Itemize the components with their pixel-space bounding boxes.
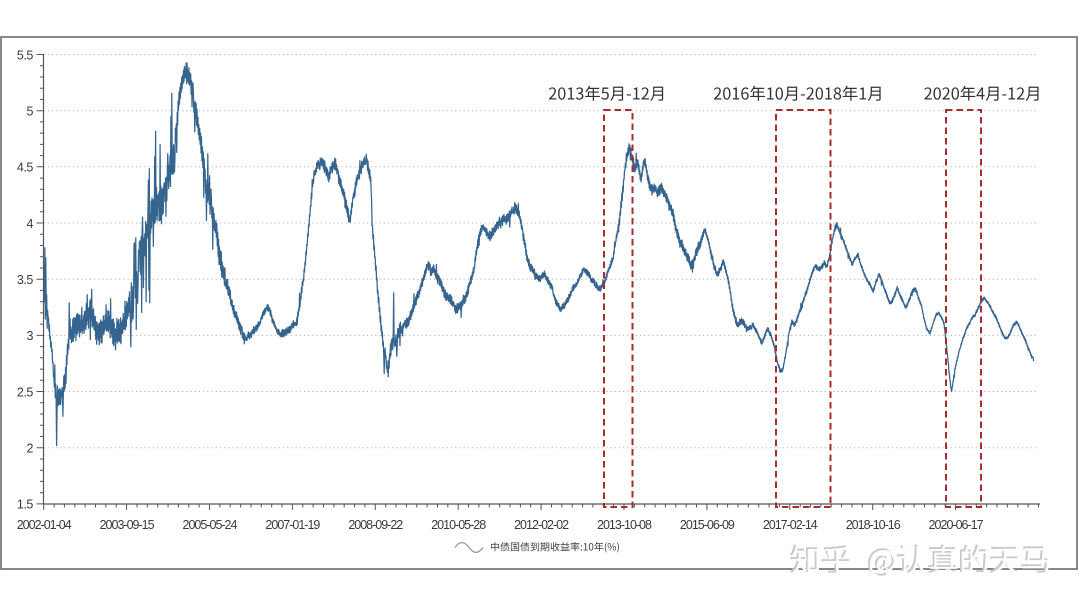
svg-text:3: 3 xyxy=(26,329,33,343)
svg-text:2008-09-22: 2008-09-22 xyxy=(348,518,403,532)
svg-text:2012-02-02: 2012-02-02 xyxy=(514,518,569,532)
svg-text:2020-06-17: 2020-06-17 xyxy=(929,518,984,532)
svg-text:2017-02-14: 2017-02-14 xyxy=(763,518,818,532)
svg-text:2003-09-15: 2003-09-15 xyxy=(100,518,155,532)
svg-text:2005-05-24: 2005-05-24 xyxy=(183,518,238,532)
svg-text:2007-01-19: 2007-01-19 xyxy=(265,518,320,532)
svg-text:4: 4 xyxy=(26,217,33,231)
svg-text:2002-01-04: 2002-01-04 xyxy=(17,518,72,532)
svg-text:2: 2 xyxy=(26,442,33,456)
svg-text:2018-10-16: 2018-10-16 xyxy=(846,518,901,532)
svg-text:1.5: 1.5 xyxy=(17,498,34,512)
svg-text:5.5: 5.5 xyxy=(17,48,34,62)
svg-text:2013-10-08: 2013-10-08 xyxy=(597,518,652,532)
svg-text:2015-06-09: 2015-06-09 xyxy=(680,518,735,532)
svg-text:3.5: 3.5 xyxy=(17,273,34,287)
svg-text:5: 5 xyxy=(26,105,33,119)
svg-text:4.5: 4.5 xyxy=(17,161,34,175)
svg-text:2.5: 2.5 xyxy=(17,385,34,399)
svg-text:2010-05-28: 2010-05-28 xyxy=(431,518,486,532)
